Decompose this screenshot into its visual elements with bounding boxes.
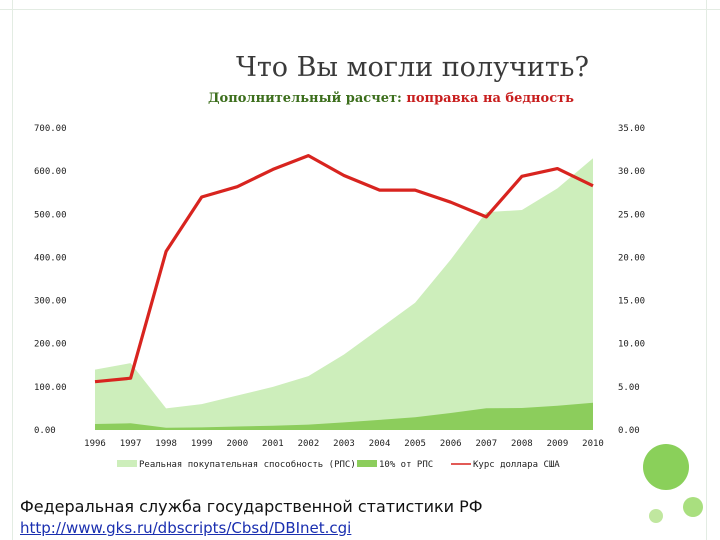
x-tick-label: 1997 xyxy=(120,439,142,449)
legend-swatch-1 xyxy=(357,460,377,467)
x-tick-label: 1996 xyxy=(84,439,106,449)
legend-label: Курс доллара США xyxy=(473,460,560,470)
source-link[interactable]: http://www.gks.ru/dbscripts/Cbsd/DBInet.… xyxy=(20,519,352,537)
y-left-tick-label: 100.00 xyxy=(34,383,67,393)
y-right-tick-label: 30.00 xyxy=(618,167,645,177)
legend-label: Реальная покупательная способность (РПС) xyxy=(139,459,356,470)
y-left-tick-label: 300.00 xyxy=(34,297,67,307)
y-left-tick-label: 700.00 xyxy=(34,124,67,134)
chart: 0.00 100.00 200.00 300.00 400.00 500.00 600.00… xyxy=(34,124,645,470)
x-tick-label: 2000 xyxy=(226,439,248,449)
y-right-tick-label: 0.00 xyxy=(618,426,640,436)
y-right-tick-label: 20.00 xyxy=(618,253,645,263)
x-tick-label: 1998 xyxy=(155,439,177,449)
x-tick-label: 2001 xyxy=(262,439,284,449)
y-left-tick-label: 400.00 xyxy=(34,253,67,263)
source-text: Федеральная служба государственной стати… xyxy=(20,497,483,516)
legend-label: 10% от РПС xyxy=(379,460,433,470)
x-tick-label: 1999 xyxy=(191,439,213,449)
y-right-tick-label: 10.00 xyxy=(618,340,645,350)
series-line-2 xyxy=(94,154,594,384)
series-area-1 xyxy=(95,402,593,430)
y-left-tick-label: 200.00 xyxy=(34,340,67,350)
decorative-circle-large xyxy=(643,444,689,490)
x-tick-label: 2004 xyxy=(369,439,391,449)
x-tick-label: 2006 xyxy=(440,439,462,449)
y-left-tick-label: 600.00 xyxy=(34,167,67,177)
x-tick-label: 2002 xyxy=(298,439,320,449)
y-right-tick-label: 35.00 xyxy=(618,124,645,134)
x-tick-label: 2005 xyxy=(404,439,426,449)
x-tick-label: 2008 xyxy=(511,439,533,449)
decorative-circle-medium xyxy=(683,497,703,517)
slide-subtitle: Дополнительный расчет: поправка на бедно… xyxy=(208,91,574,106)
x-tick-label: 2003 xyxy=(333,439,355,449)
legend-swatch-0 xyxy=(117,460,137,467)
y-right-tick-label: 5.00 xyxy=(618,383,640,393)
subtitle-accent: поправка на бедность xyxy=(406,91,575,106)
y-left-tick-label: 500.00 xyxy=(34,210,67,220)
y-left-tick-label: 0.00 xyxy=(34,426,56,436)
slide-title: Что Вы могли получить? xyxy=(236,52,589,83)
subtitle-lead: Дополнительный расчет: xyxy=(208,91,407,106)
x-tick-label: 2009 xyxy=(547,439,569,449)
x-tick-label: 2010 xyxy=(582,439,604,449)
y-right-tick-label: 15.00 xyxy=(618,297,645,307)
x-tick-label: 2007 xyxy=(475,439,497,449)
decorative-circle-small xyxy=(649,509,663,523)
y-right-tick-label: 25.00 xyxy=(618,210,645,220)
series-area-0 xyxy=(95,158,593,430)
